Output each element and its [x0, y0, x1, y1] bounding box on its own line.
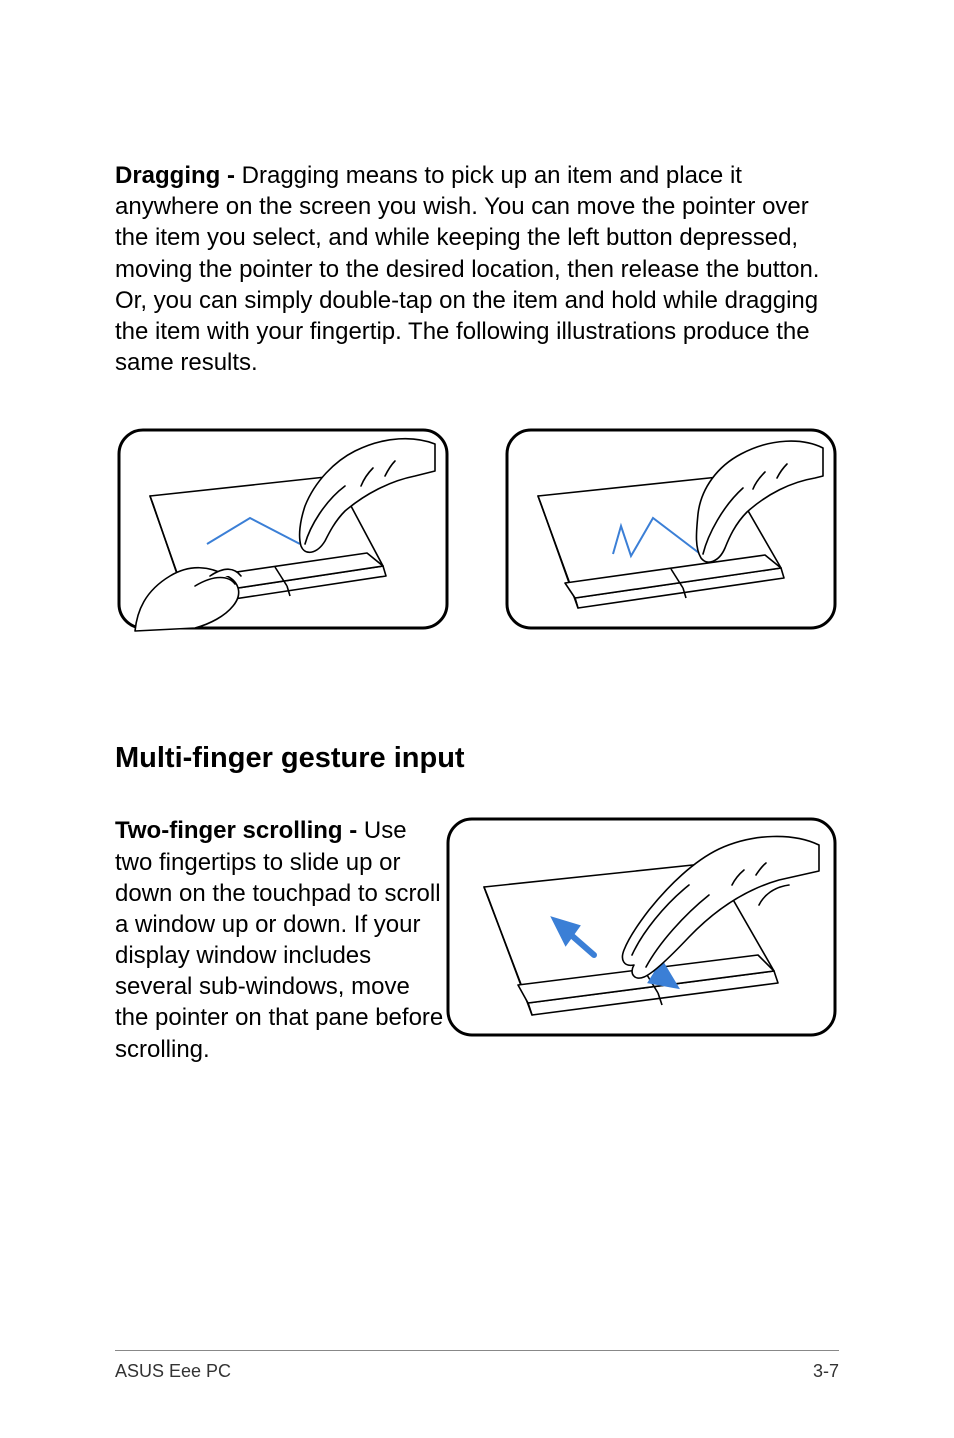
dragging-label: Dragging - [115, 162, 242, 189]
page: Dragging - Dragging means to pick up an … [0, 0, 954, 1438]
dragging-illustration-right [503, 426, 839, 632]
footer-left: ASUS Eee PC [115, 1361, 231, 1382]
two-finger-row: Two-finger scrolling - Use two fingertip… [115, 815, 839, 1065]
dragging-illustrations-row [115, 426, 839, 632]
two-finger-body: Use two fingertips to slide up or down o… [115, 817, 443, 1062]
multi-finger-heading: Multi-finger gesture input [115, 742, 839, 775]
dragging-illustration-left [115, 426, 451, 632]
two-finger-paragraph: Two-finger scrolling - Use two fingertip… [115, 815, 444, 1065]
two-finger-label: Two-finger scrolling - [115, 817, 364, 844]
page-footer: ASUS Eee PC 3-7 [115, 1350, 839, 1382]
two-finger-illustration [444, 815, 839, 1039]
dragging-paragraph: Dragging - Dragging means to pick up an … [115, 160, 839, 378]
footer-right: 3-7 [813, 1361, 839, 1382]
dragging-body: Dragging means to pick up an item and pl… [115, 162, 819, 376]
